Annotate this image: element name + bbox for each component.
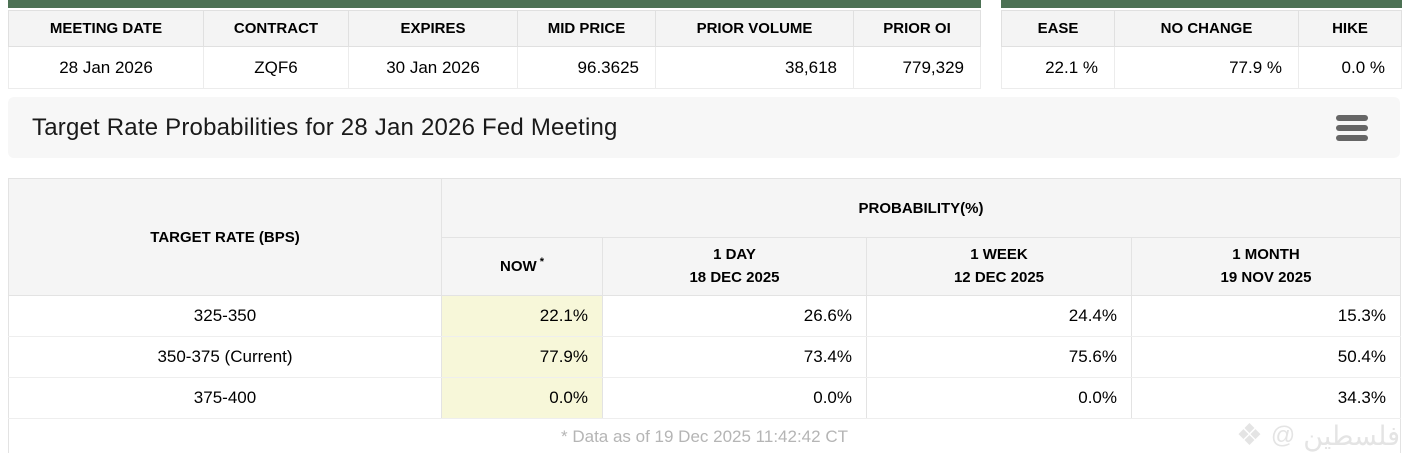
mid-price-header: MID PRICE [517,10,656,47]
page-title: Target Rate Probabilities for 28 Jan 202… [32,113,618,141]
prior-volume-header: PRIOR VOLUME [655,10,854,47]
no-change-value: 77.9 % [1114,46,1299,89]
top-summary-row: MEETING DATE CONTRACT EXPIRES MID PRICE … [8,0,1402,89]
summary-header-row: EASE NO CHANGE HIKE [1001,10,1402,47]
summary-table-container: EASE NO CHANGE HIKE 22.1 % 77.9 % 0.0 % [1001,0,1402,89]
ease-hike-summary-table: EASE NO CHANGE HIKE 22.1 % 77.9 % 0.0 % [1001,10,1402,89]
prior-oi-value: 779,329 [853,46,981,89]
one-day-probability-cell: 26.6% [602,295,867,337]
meeting-date-header: MEETING DATE [8,10,204,47]
contract-value: ZQF6 [203,46,349,89]
hike-value: 0.0 % [1298,46,1402,89]
target-rate-cell: 325-350 [8,295,442,337]
summary-data-row: 22.1 % 77.9 % 0.0 % [1001,46,1402,89]
expires-header: EXPIRES [348,10,518,47]
one-day-column-header: 1 DAY 18 DEC 2025 [602,237,867,296]
now-column-header: NOW * [441,237,603,296]
hike-header: HIKE [1298,10,1402,47]
group-header-row: TARGET RATE (BPS) PROBABILITY(%) [8,178,1401,296]
prior-oi-header: PRIOR OI [853,10,981,47]
contracts-data-row: 28 Jan 2026 ZQF6 30 Jan 2026 96.3625 38,… [8,46,981,89]
chart-title-bar: Target Rate Probabilities for 28 Jan 202… [8,97,1400,158]
contracts-header-row: MEETING DATE CONTRACT EXPIRES MID PRICE … [8,10,981,47]
footnote-asterisk: * [539,256,544,269]
hamburger-bar [1336,134,1368,141]
no-change-header: NO CHANGE [1114,10,1299,47]
one-month-probability-cell: 34.3% [1131,377,1401,419]
one-day-probability-cell: 0.0% [602,377,867,419]
probability-table-container: TARGET RATE (BPS) PROBABILITY(%) NOW * 1 … [8,178,1401,453]
table-row: 350-375 (Current) 77.9% 73.4% 75.6% 50.4… [8,336,1401,378]
target-rate-cell: 350-375 (Current) [8,336,442,378]
one-month-probability-cell: 50.4% [1131,336,1401,378]
green-accent-bar [8,0,981,8]
green-accent-bar [1001,0,1402,8]
ease-header: EASE [1001,10,1115,47]
one-day-probability-cell: 73.4% [602,336,867,378]
one-month-column-header: 1 MONTH 19 NOV 2025 [1131,237,1401,296]
target-rate-probability-table: TARGET RATE (BPS) PROBABILITY(%) NOW * 1 … [8,178,1401,453]
one-week-probability-cell: 75.6% [866,336,1132,378]
hamburger-menu-icon[interactable] [1336,111,1368,145]
prior-volume-value: 38,618 [655,46,854,89]
now-probability-cell: 22.1% [441,295,603,337]
contracts-table-container: MEETING DATE CONTRACT EXPIRES MID PRICE … [8,0,981,89]
one-month-probability-cell: 15.3% [1131,295,1401,337]
one-week-column-header: 1 WEEK 12 DEC 2025 [866,237,1132,296]
now-probability-cell: 77.9% [441,336,603,378]
target-rate-bps-header: TARGET RATE (BPS) [8,178,442,296]
target-rate-cell: 375-400 [8,377,442,419]
meeting-date-value: 28 Jan 2026 [8,46,204,89]
hamburger-bar [1336,114,1368,121]
mid-price-value: 96.3625 [517,46,656,89]
ease-value: 22.1 % [1001,46,1115,89]
probability-group-header: PROBABILITY(%) [441,178,1401,238]
column-header-row: NOW * 1 DAY 18 DEC 2025 1 WEEK 12 DEC 2025 … [9,237,1401,296]
data-as-of-footnote: * Data as of 19 Dec 2025 11:42:42 CT [8,418,1401,453]
contract-header: CONTRACT [203,10,349,47]
table-row: 375-400 0.0% 0.0% 0.0% 34.3% [8,377,1401,419]
contracts-table: MEETING DATE CONTRACT EXPIRES MID PRICE … [8,10,981,89]
table-row: 325-350 22.1% 26.6% 24.4% 15.3% [8,295,1401,337]
one-week-probability-cell: 24.4% [866,295,1132,337]
hamburger-bar [1336,124,1368,131]
one-week-probability-cell: 0.0% [866,377,1132,419]
now-probability-cell: 0.0% [441,377,603,419]
expires-value: 30 Jan 2026 [348,46,518,89]
footnote-row: * Data as of 19 Dec 2025 11:42:42 CT [8,418,1401,453]
